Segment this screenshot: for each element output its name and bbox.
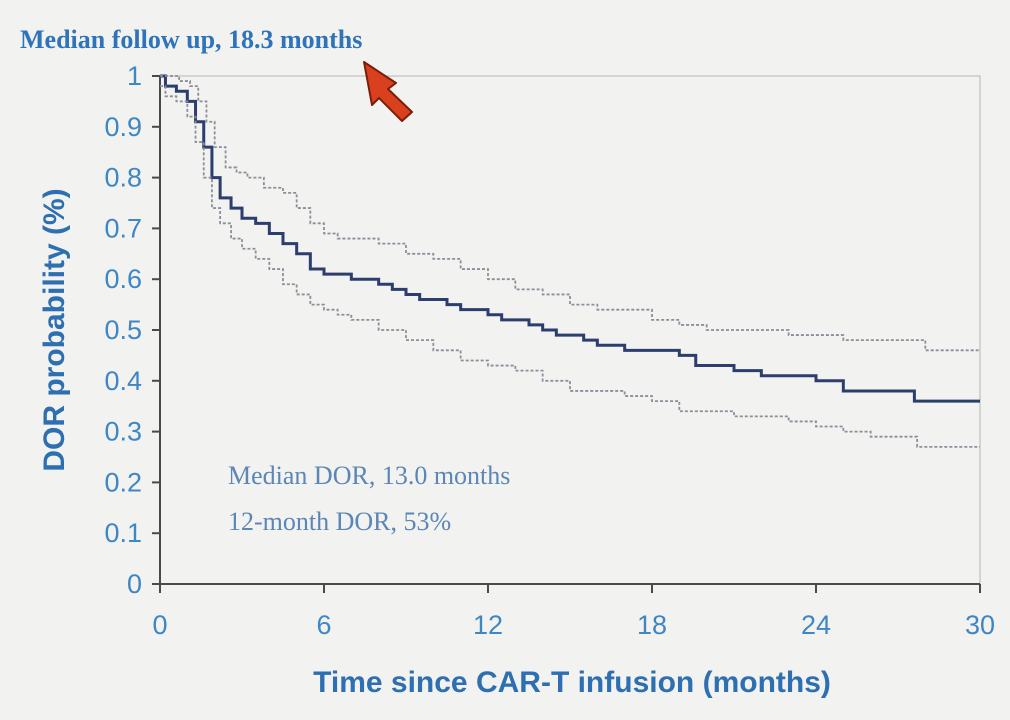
- red-arrow-icon: [363, 61, 413, 122]
- lower-ci-line: [160, 85, 980, 448]
- y-tick-label: 1: [127, 61, 142, 91]
- annotation-12-month-dor: 12-month DOR, 53%: [228, 507, 451, 536]
- x-tick-label: 30: [965, 610, 995, 640]
- y-tick-label: 0.7: [104, 213, 142, 243]
- dor-estimate-line: [160, 74, 980, 403]
- x-ticks: 0 6 12 18 24 30: [152, 584, 995, 640]
- x-tick-label: 24: [801, 610, 831, 640]
- y-tick-label: 0.6: [104, 264, 142, 294]
- y-tick-label: 0.4: [104, 366, 142, 396]
- y-tick-label: 0.5: [104, 315, 142, 345]
- x-axis-title: Time since CAR-T infusion (months): [313, 666, 831, 699]
- x-tick-label: 12: [473, 610, 503, 640]
- y-tick-label: 0.1: [104, 518, 142, 548]
- x-tick-label: 0: [152, 610, 167, 640]
- y-tick-label: 0.3: [104, 417, 142, 447]
- x-tick-label: 18: [637, 610, 667, 640]
- y-axis-title: DOR probability (%): [38, 188, 71, 471]
- y-ticks: 0 0.1 0.2 0.3 0.4 0.5 0.6 0.7 0.8 0.9 1: [104, 61, 160, 599]
- y-tick-label: 0.9: [104, 112, 142, 142]
- annotation-median-dor: Median DOR, 13.0 months: [228, 461, 510, 490]
- upper-ci-line: [160, 75, 980, 352]
- chart-title: Median follow up, 18.3 months: [20, 25, 362, 54]
- y-tick-label: 0.8: [104, 163, 142, 193]
- y-tick-label: 0: [127, 569, 142, 599]
- survival-curves: [160, 74, 980, 448]
- x-tick-label: 6: [316, 610, 331, 640]
- y-tick-label: 0.2: [104, 467, 142, 497]
